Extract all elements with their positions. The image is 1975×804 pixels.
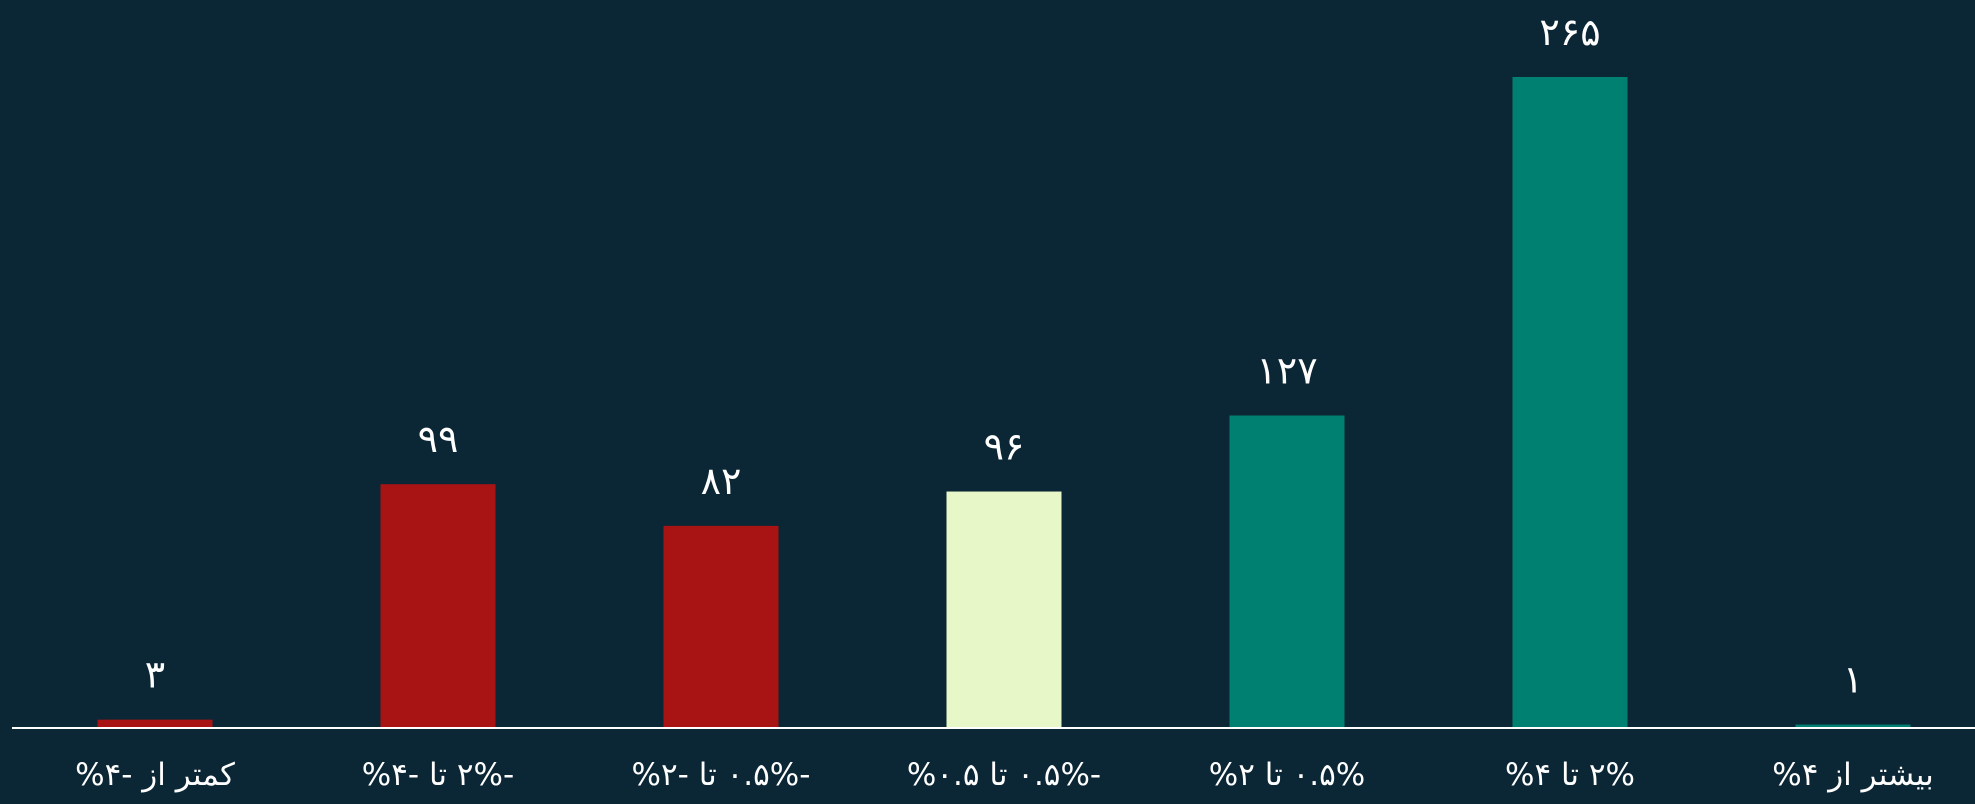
x-tick-label-5: ۰.۵% تا ۲%	[1209, 757, 1366, 793]
data-label-4: ۹۶	[984, 425, 1025, 469]
x-tick-label-6: ۲% تا ۴%	[1505, 757, 1635, 793]
x-tick-label-1: کمتر از -۴%	[75, 757, 235, 793]
bar-4	[946, 491, 1062, 727]
data-label-6: ۲۶۵	[1539, 10, 1600, 54]
data-label-7: ۱	[1843, 658, 1863, 702]
data-label-3: ۸۲	[701, 459, 742, 503]
bars-layer	[97, 77, 1911, 727]
bar-2	[380, 484, 496, 727]
value-labels-layer: ۳ ۹۹ ۸۲ ۹۶ ۱۲۷ ۲۶۵ ۱	[145, 10, 1863, 702]
x-tick-label-4: -۰.۵% تا ۰.۵%	[907, 757, 1101, 793]
bar-1	[97, 719, 213, 727]
data-label-1: ۳	[145, 653, 165, 697]
bar-5	[1229, 415, 1345, 727]
data-label-2: ۹۹	[418, 417, 459, 461]
x-tick-label-2: -۲% تا -۴%	[362, 757, 514, 793]
bar-6	[1512, 77, 1628, 727]
bar-7	[1795, 724, 1911, 727]
tick-labels-layer: کمتر از -۴% -۲% تا -۴% -۰.۵% تا -۲% -۰.۵% ت…	[75, 757, 1934, 793]
bar-3	[663, 525, 779, 727]
x-tick-label-7: بیشتر از ۴%	[1772, 757, 1934, 793]
x-tick-label-3: -۰.۵% تا -۲%	[632, 757, 811, 793]
data-label-5: ۱۲۷	[1256, 348, 1317, 392]
